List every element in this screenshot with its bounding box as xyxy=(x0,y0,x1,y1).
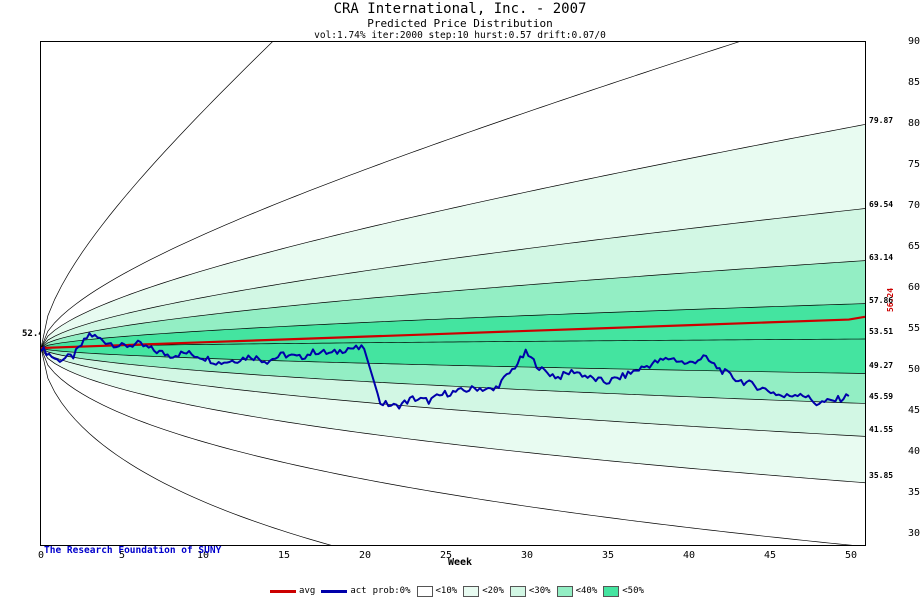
y-tick: 80 xyxy=(907,118,920,129)
legend-label-band-30: <30% xyxy=(528,586,551,596)
band-label-upper-20: 79.87 xyxy=(869,116,894,125)
x-tick: 45 xyxy=(763,550,777,561)
y-tick: 50 xyxy=(907,364,920,375)
chart-subtitle: Predicted Price Distribution xyxy=(367,17,553,30)
legend-label-band-50: <50% xyxy=(622,586,644,596)
y-tick: 55 xyxy=(907,323,920,334)
legend-item-band-30: <30% xyxy=(509,585,551,597)
legend-label-band-40: <40% xyxy=(575,586,598,596)
x-tick: 15 xyxy=(277,550,291,561)
y-tick: 85 xyxy=(907,77,920,88)
legend-label-avg: avg xyxy=(299,586,316,596)
x-tick: 35 xyxy=(601,550,615,561)
band-20-swatch xyxy=(463,585,480,597)
band-label-lower-20: 35.85 xyxy=(869,471,894,480)
y-tick: 90 xyxy=(907,36,920,47)
y-tick: 75 xyxy=(907,159,920,170)
band-label-lower-40: 45.59 xyxy=(869,392,894,401)
legend-item-band-50: <50% xyxy=(603,585,644,597)
legend-item-act: act xyxy=(321,586,367,596)
x-tick: 30 xyxy=(520,550,534,561)
legend-item-band-20: <20% xyxy=(463,585,504,597)
legend-label-band-10: <10% xyxy=(435,586,458,596)
band-40-swatch xyxy=(556,585,573,597)
legend-item-prob: prob:0% xyxy=(373,586,411,596)
legend-label-band-20: <20% xyxy=(482,586,504,596)
plot-area xyxy=(40,41,866,546)
x-tick: 5 xyxy=(118,550,126,561)
x-tick: 50 xyxy=(844,550,858,561)
start-price-label: 52.40 xyxy=(22,329,50,339)
chart-canvas xyxy=(41,42,865,545)
x-tick: 10 xyxy=(196,550,210,561)
legend-item-avg: avg xyxy=(270,586,315,596)
legend-item-band-10: <10% xyxy=(416,585,458,597)
avg-end-label: 56.24 xyxy=(886,287,895,313)
credit-line-2: The Research Foundation of SUNY xyxy=(44,545,222,556)
y-tick: 30 xyxy=(907,528,920,539)
chart-params: vol:1.74% iter:2000 step:10 hurst:0.57 d… xyxy=(314,30,606,41)
legend-item-band-40: <40% xyxy=(556,585,598,597)
x-tick: 0 xyxy=(37,550,45,561)
band-label-lower-30: 41.55 xyxy=(869,425,894,434)
band-label-upper-50: 57.86 xyxy=(869,296,894,305)
band-label-lower-50: 49.27 xyxy=(869,361,894,370)
chart-title: CRA International, Inc. - 2007 xyxy=(333,1,587,17)
band-50-swatch xyxy=(603,585,620,597)
y-tick: 70 xyxy=(907,200,920,211)
band-label-upper-40: 63.14 xyxy=(869,253,894,262)
band-10-swatch xyxy=(416,585,433,597)
x-tick: 40 xyxy=(682,550,696,561)
x-tick: 25 xyxy=(439,550,453,561)
act-line-swatch xyxy=(321,589,348,593)
avg-line-swatch xyxy=(270,589,297,593)
x-tick: 20 xyxy=(358,550,372,561)
band-label-median: 53.51 xyxy=(869,327,894,336)
chart-legend: avg act prob:0% <10% <20% <30% <40% <50% xyxy=(0,584,920,598)
x-axis-label: Week xyxy=(447,557,473,568)
y-tick: 45 xyxy=(907,405,920,416)
band-30-swatch xyxy=(509,585,526,597)
legend-label-act: act xyxy=(350,586,367,596)
band-label-upper-30: 69.54 xyxy=(869,200,894,209)
legend-label-prob: prob:0% xyxy=(372,586,411,596)
y-tick: 40 xyxy=(907,446,920,457)
y-tick: 60 xyxy=(907,282,920,293)
y-tick: 35 xyxy=(907,487,920,498)
y-tick: 65 xyxy=(907,241,920,252)
